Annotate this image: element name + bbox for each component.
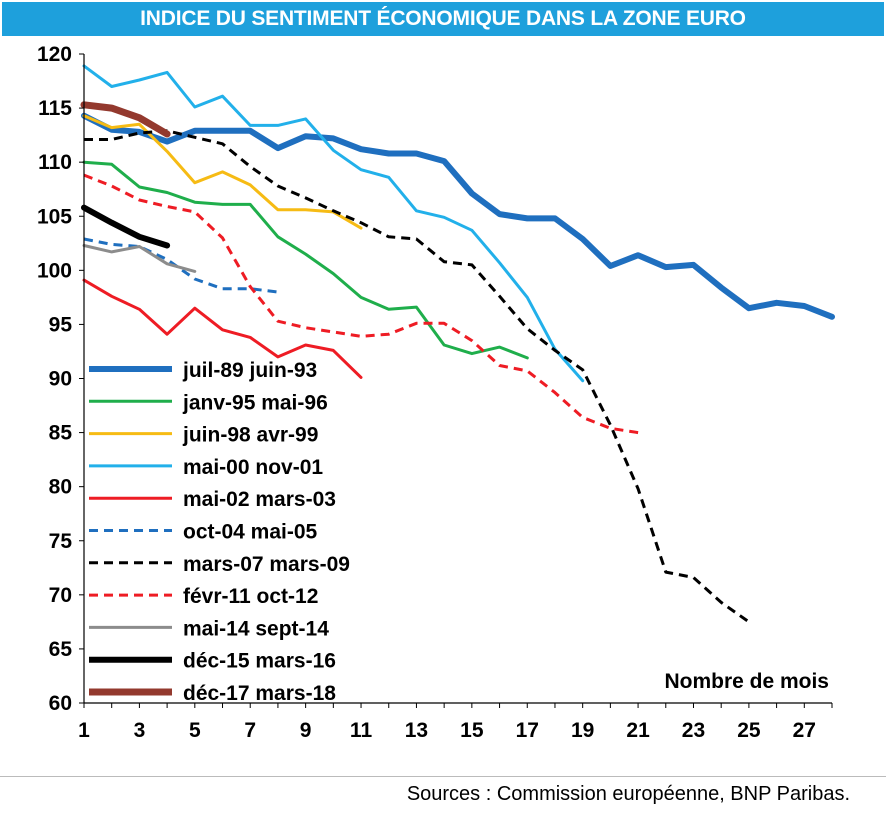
series-line-11 [80, 101, 171, 138]
y-tick-label: 105 [37, 205, 72, 228]
legend-label: déc-15 mars-16 [183, 650, 336, 673]
chart: juil-89 juin-93 janv-95 mai-96 juin-98 avr… [37, 43, 835, 742]
series-line-4 [82, 64, 585, 383]
legend-label: mai-14 sept-14 [183, 617, 329, 640]
y-tick-label: 120 [37, 43, 72, 66]
x-tick-label: 13 [405, 719, 428, 742]
y-tick-label: 65 [49, 638, 73, 661]
y-tick-label: 115 [38, 97, 72, 120]
series-line-8 [83, 173, 639, 435]
x-axis-label: Nombre de mois [664, 670, 829, 693]
series-line-9 [82, 244, 197, 273]
y-tick-label: 75 [49, 530, 73, 553]
series-line-10 [81, 204, 171, 249]
x-tick-label: 17 [516, 719, 539, 742]
y-tick-label: 110 [38, 151, 72, 174]
series-line-1 [81, 112, 835, 320]
x-tick-label: 15 [460, 719, 484, 742]
y-tick-label: 100 [37, 259, 72, 282]
chart-title: INDICE DU SENTIMENT ÉCONOMIQUE DANS LA Z… [140, 7, 746, 30]
series-line-3 [82, 114, 363, 230]
legend-label: janv-95 mai-96 [182, 391, 328, 414]
legend-label: mars-07 mars-09 [183, 553, 350, 576]
legend-label: juil-89 juin-93 [182, 359, 317, 382]
series-line-2 [82, 160, 529, 360]
y-tick-label: 60 [49, 692, 72, 715]
series-line-5 [82, 278, 363, 379]
title-bar: INDICE DU SENTIMENT ÉCONOMIQUE DANS LA Z… [2, 2, 884, 36]
x-tick-label: 27 [793, 719, 816, 742]
legend-label: juin-98 avr-99 [182, 424, 318, 447]
legend-label: mai-02 mars-03 [183, 488, 336, 511]
x-tick-label: 7 [244, 719, 256, 742]
x-tick-label: 1 [78, 719, 90, 742]
legend-label: févr-11 oct-12 [183, 585, 318, 608]
x-tick-label: 21 [626, 719, 650, 742]
x-tick-label: 5 [189, 719, 201, 742]
legend: juil-89 juin-93 janv-95 mai-96 juin-98 avr… [89, 359, 350, 705]
series-line-7 [84, 129, 750, 624]
y-tick-label: 90 [49, 368, 72, 391]
source-divider [0, 776, 886, 777]
x-tick-label: 9 [300, 719, 312, 742]
legend-label: déc-17 mars-18 [183, 682, 336, 705]
y-tick-label: 80 [49, 476, 72, 499]
y-tick-label: 85 [49, 422, 73, 445]
x-tick-label: 19 [571, 719, 594, 742]
source-note: Sources : Commission européenne, BNP Par… [406, 783, 850, 805]
series-line-6 [83, 237, 279, 294]
x-tick-label: 23 [682, 719, 705, 742]
x-tick-label: 3 [134, 719, 146, 742]
legend-label: mai-00 nov-01 [183, 456, 323, 479]
y-tick-label: 95 [49, 313, 73, 336]
x-tick-label: 11 [350, 719, 373, 742]
legend-label: oct-04 mai-05 [183, 521, 318, 544]
x-tick-label: 25 [737, 719, 761, 742]
series-layer [80, 64, 835, 624]
y-tick-label: 70 [49, 584, 72, 607]
